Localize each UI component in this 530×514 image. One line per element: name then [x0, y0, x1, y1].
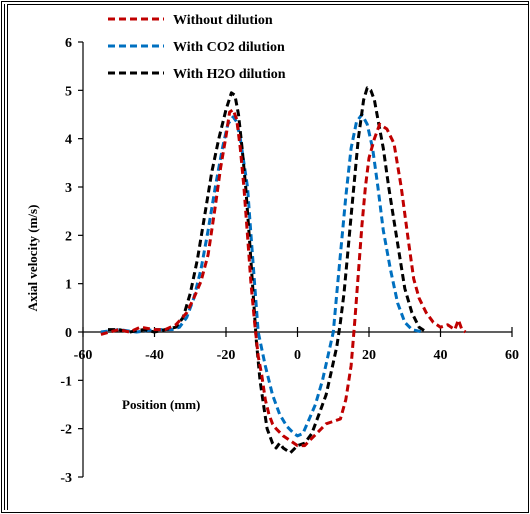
- y-tick-label: 6: [65, 36, 72, 51]
- series-group: [100, 86, 467, 455]
- y-tick-label: 2: [65, 229, 72, 244]
- series-line-with-h2o-dilution: [108, 86, 428, 455]
- y-tick-label: -3: [60, 471, 72, 486]
- x-tick-label: 0: [294, 348, 301, 363]
- series-line-without-dilution: [100, 108, 467, 448]
- legend-item-without-dilution: Without dilution: [108, 13, 273, 28]
- legend-item-with-h2o-dilution: With H2O dilution: [108, 67, 286, 82]
- y-axis-title: Axial velocity (m/s): [25, 205, 40, 312]
- legend-item-with-co2-dilution: With CO2 dilution: [108, 40, 285, 55]
- legend-label-with-h2o-dilution: With H2O dilution: [173, 67, 286, 82]
- series-line-with-co2-dilution: [100, 113, 423, 438]
- legend-label-without-dilution: Without dilution: [173, 13, 273, 28]
- y-tick-label: -1: [60, 374, 72, 389]
- x-axis-title: Position (mm): [122, 397, 200, 412]
- y-tick-label: 4: [65, 133, 72, 148]
- x-tick-label: -40: [145, 348, 164, 363]
- x-tick-label: -20: [217, 348, 236, 363]
- y-tick-label: 0: [65, 326, 72, 341]
- y-tick-label: 5: [65, 84, 72, 99]
- x-tick-label: 60: [505, 348, 519, 363]
- x-tick-label: 40: [434, 348, 448, 363]
- legend: Without dilution With CO2 dilution With …: [108, 13, 286, 82]
- x-tick-label: 20: [362, 348, 376, 363]
- x-tick-label: -60: [74, 348, 93, 363]
- y-tick-label: -2: [60, 423, 72, 438]
- y-tick-label: 1: [65, 278, 72, 293]
- y-tick-label: 3: [65, 181, 72, 196]
- legend-label-with-co2-dilution: With CO2 dilution: [173, 40, 285, 55]
